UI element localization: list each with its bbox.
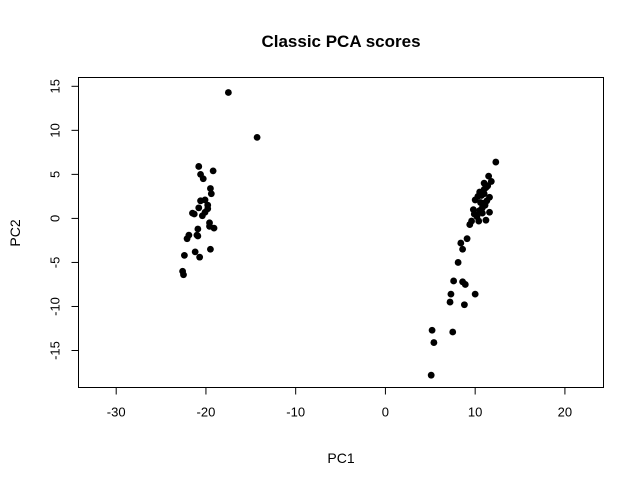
data-point: [471, 290, 479, 298]
data-point: [195, 204, 203, 212]
y-tick-label: -5: [48, 257, 63, 269]
data-point: [475, 217, 483, 225]
chart-title: Classic PCA scores: [261, 32, 420, 51]
data-point: [447, 290, 455, 298]
data-point: [485, 172, 493, 180]
data-point: [204, 205, 212, 213]
plot-frame: [78, 77, 604, 388]
data-point: [478, 192, 485, 199]
data-point: [459, 245, 467, 253]
data-point: [446, 298, 454, 306]
data-point: [180, 251, 188, 259]
x-tick-label: -30: [107, 405, 126, 420]
data-point: [478, 204, 486, 212]
data-point: [450, 277, 458, 285]
data-point: [224, 89, 232, 96]
y-axis-label: PC2: [7, 219, 23, 246]
data-point: [207, 185, 214, 192]
data-point: [209, 167, 217, 175]
data-point: [191, 248, 199, 256]
data-point: [486, 208, 493, 216]
x-tick-label: -10: [286, 405, 305, 420]
data-point: [189, 209, 196, 217]
data-point: [183, 235, 191, 243]
data-point: [463, 235, 471, 243]
data-point: [427, 371, 435, 379]
data-point: [468, 217, 475, 225]
y-tick-label: 0: [48, 215, 63, 222]
y-tick-label: 15: [48, 79, 63, 93]
data-point: [492, 158, 500, 166]
data-point: [449, 328, 457, 336]
data-point: [207, 245, 214, 253]
x-tick-label: 10: [468, 405, 482, 420]
data-point: [194, 232, 202, 240]
x-axis: -30 -20 -10 0 10 20: [107, 387, 572, 420]
data-point: [480, 185, 488, 193]
data-point: [482, 216, 490, 224]
data-point: [180, 271, 187, 279]
x-tick-label: 0: [382, 405, 389, 420]
data-point: [194, 225, 202, 233]
data-point: [460, 301, 468, 309]
data-point: [430, 339, 438, 346]
x-tick-label: 20: [558, 405, 572, 420]
data-point: [207, 190, 215, 198]
y-tick-label: 10: [48, 123, 63, 137]
data-point: [470, 210, 478, 218]
data-point: [197, 197, 204, 205]
data-point: [199, 175, 207, 183]
y-axis: -15 -10 -5 0 5 10 15: [48, 79, 79, 360]
data-point: [461, 281, 469, 288]
y-tick-label: -15: [48, 341, 63, 360]
data-point: [457, 239, 465, 247]
data-point: [471, 196, 479, 204]
data-point: [210, 224, 218, 232]
data-points: [179, 89, 500, 379]
x-tick-label: -20: [197, 405, 216, 420]
data-point: [195, 163, 203, 170]
y-tick-label: 5: [48, 171, 63, 178]
y-tick-label: -10: [48, 297, 63, 316]
data-point: [253, 133, 261, 141]
x-axis-label: PC1: [327, 450, 354, 466]
data-point: [428, 326, 436, 334]
data-point: [454, 259, 462, 266]
data-point: [196, 253, 204, 261]
